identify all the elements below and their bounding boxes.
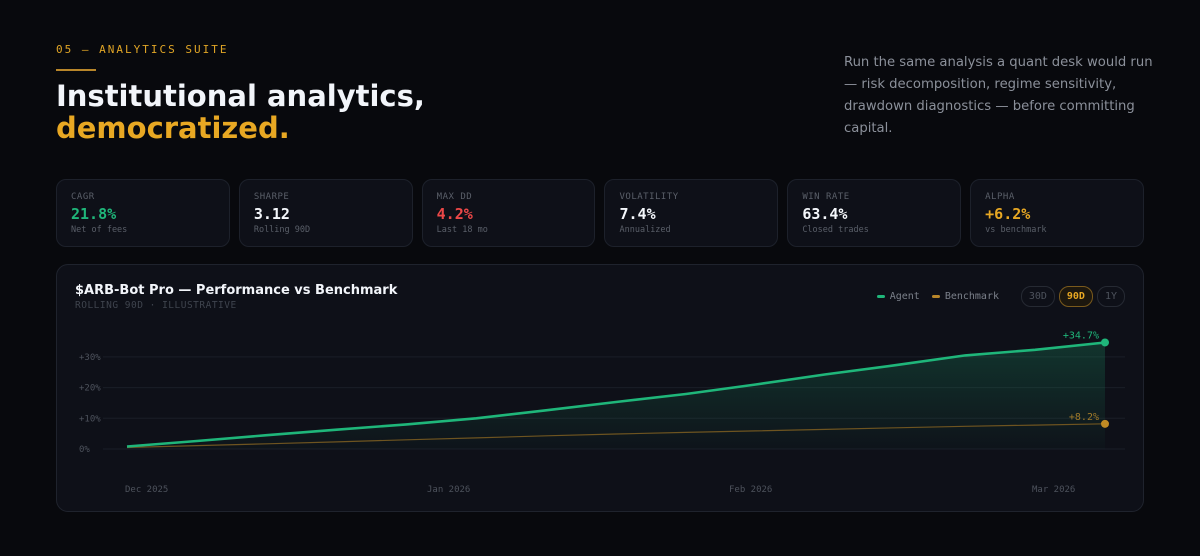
stat-sub: Last 18 mo [436, 225, 488, 235]
stat-label: SHARPE [253, 192, 290, 202]
range-button-90d[interactable]: 90D [1058, 286, 1093, 307]
range-button-1y[interactable]: 1Y [1096, 286, 1125, 307]
legend-item-benchmark: Benchmark [931, 291, 999, 302]
stat-value: 21.8% [71, 205, 117, 223]
stat-sub: Closed trades [802, 225, 869, 235]
stat-card-cagr: CAGR 21.8% Net of fees [56, 179, 230, 247]
eyebrow-label: 05 — ANALYTICS SUITE [56, 43, 229, 56]
agent-swatch-icon [876, 295, 885, 298]
chart-subtitle: ROLLING 90D · ILLUSTRATIVE [75, 300, 237, 311]
stat-value: 7.4% [619, 205, 656, 223]
stat-card-volatility: VOLATILITY 7.4% Annualized [604, 179, 779, 247]
stat-value: 63.4% [802, 205, 848, 223]
page-title: Institutional analytics, democratized. [56, 80, 425, 144]
stats-row: CAGR 21.8% Net of fees SHARPE 3.12 Rolling 90… [56, 179, 1144, 247]
eyebrow-rule [56, 69, 96, 71]
agent-endpoint [1101, 338, 1109, 347]
benchmark-swatch-icon [931, 295, 940, 298]
range-selector: 30D 90D 1Y [1020, 286, 1125, 307]
stat-card-sharpe: SHARPE 3.12 Rolling 90D [238, 179, 413, 247]
stat-sub: Annualized [619, 225, 671, 235]
y-tick-label: +30% [79, 353, 101, 363]
x-tick-label: Dec 2025 [125, 485, 168, 495]
x-tick-label: Jan 2026 [427, 485, 470, 495]
stat-label: VOLATILITY [619, 192, 679, 202]
y-tick-label: +10% [79, 414, 101, 424]
page-title-accent: democratized. [56, 111, 290, 145]
stat-card-alpha: ALPHA +6.2% vs benchmark [970, 179, 1144, 247]
legend-item-agent: Agent [876, 291, 920, 302]
x-tick-label: Mar 2026 [1032, 485, 1075, 495]
page-title-line1: Institutional analytics, [56, 79, 425, 113]
chart-title: $ARB-Bot Pro — Performance vs Benchmark [75, 283, 398, 298]
stat-label: ALPHA [985, 192, 1015, 202]
stat-label: MAX DD [436, 192, 473, 202]
stat-card-win-rate: WIN RATE 63.4% Closed trades [787, 179, 962, 247]
performance-chart: 0% +10% +20% +30% Dec 2025 Jan 2026 Feb 2026 Ma… [79, 330, 1125, 495]
stat-label: WIN RATE [802, 192, 850, 202]
y-tick-label: +20% [79, 384, 101, 394]
benchmark-line [126, 423, 1106, 449]
agent-area [127, 342, 1105, 449]
stat-sub: Rolling 90D [253, 225, 311, 235]
stat-value: 4.2% [436, 205, 473, 223]
performance-chart-card: 0% +10% +20% +30% Dec 2025 Jan 2026 Feb 2026 Ma… [56, 264, 1144, 512]
stat-card-max-dd: MAX DD 4.2% Last 18 mo [421, 179, 596, 247]
legend-label-agent: Agent [889, 291, 920, 302]
stat-sub: vs benchmark [985, 225, 1047, 235]
legend-label-benchmark: Benchmark [944, 291, 999, 302]
stat-value: 3.12 [253, 205, 290, 223]
x-tick-label: Feb 2026 [729, 485, 772, 495]
range-button-30d[interactable]: 30D [1020, 286, 1055, 307]
benchmark-end-label: +8.2% [1069, 412, 1099, 423]
stat-value: +6.2% [985, 205, 1031, 223]
lede-text: Run the same analysis a quant desk would… [844, 55, 1153, 136]
agent-end-label: +34.7% [1063, 330, 1099, 341]
chart-legend: Agent Benchmark [876, 291, 999, 302]
benchmark-endpoint [1101, 419, 1109, 428]
stat-sub: Net of fees [71, 225, 128, 235]
y-tick-label: 0% [79, 445, 90, 455]
agent-line [126, 341, 1106, 448]
stat-label: CAGR [71, 192, 95, 202]
